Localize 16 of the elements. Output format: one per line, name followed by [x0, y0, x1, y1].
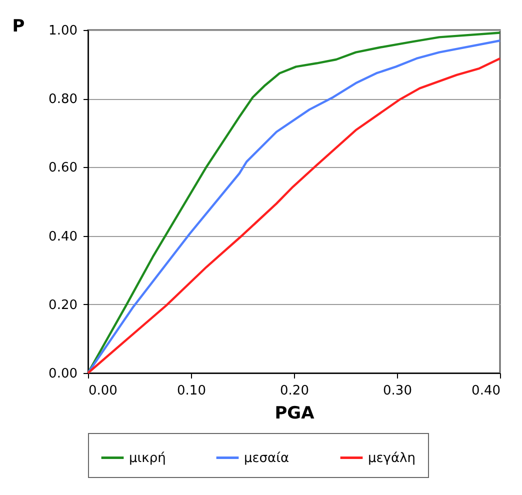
- x-tick-label: 0.30: [383, 384, 412, 398]
- y-tick-label: 1.00: [48, 24, 78, 38]
- legend-label: μεσαία: [244, 450, 290, 466]
- x-tick-label: 0.00: [88, 384, 118, 398]
- y-axis-title: P: [12, 16, 25, 36]
- x-axis-title: PGA: [274, 404, 316, 424]
- x-tick-label: 0.20: [280, 384, 309, 398]
- y-tick-label: 0.20: [48, 298, 78, 313]
- x-tick-label: 0.40: [472, 384, 500, 398]
- y-tick-label: 0.60: [48, 160, 78, 176]
- y-tick-label: 0.80: [48, 92, 78, 108]
- legend-label: μικρή: [129, 450, 166, 466]
- legend-label: μεγάλη: [368, 450, 416, 466]
- y-tick-label: 0.40: [48, 229, 78, 244]
- y-tick-label: 0.00: [48, 366, 78, 382]
- x-tick-label: 0.10: [177, 384, 206, 398]
